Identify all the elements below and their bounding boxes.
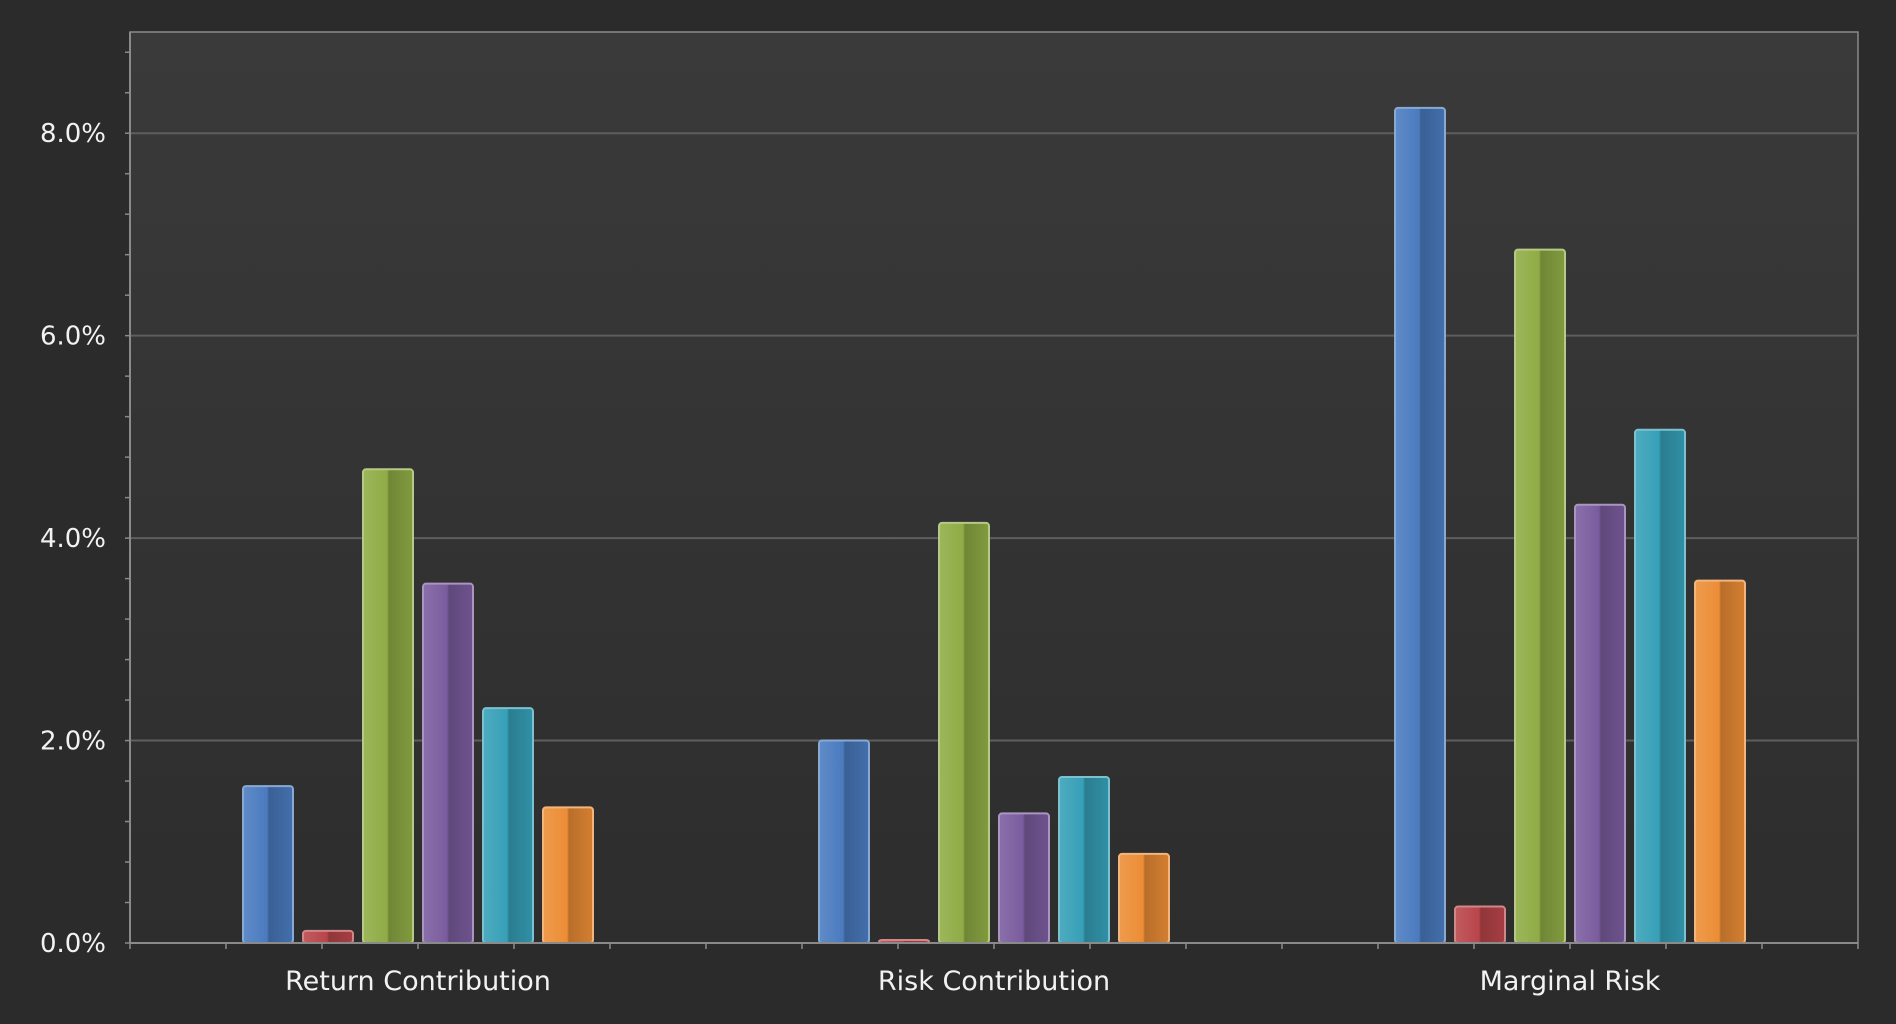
bar[interactable] <box>1118 852 1170 944</box>
y-tick-label: 4.0% <box>40 524 106 554</box>
bar[interactable] <box>1634 428 1686 944</box>
bar[interactable] <box>938 521 990 945</box>
y-tick-label: 6.0% <box>40 322 106 352</box>
x-tick-label: Risk Contribution <box>878 966 1110 997</box>
y-tick-label: 2.0% <box>40 727 106 757</box>
y-tick-label: 0.0% <box>40 929 106 959</box>
plot-area <box>129 31 1859 944</box>
gridlines <box>130 132 1858 742</box>
bar[interactable] <box>1574 503 1626 944</box>
bar[interactable] <box>1394 106 1446 944</box>
bar[interactable] <box>362 468 414 944</box>
bar[interactable] <box>422 582 474 945</box>
x-tick-label: Marginal Risk <box>1480 966 1661 997</box>
bar[interactable] <box>1058 775 1110 944</box>
axes <box>129 32 1858 944</box>
bar[interactable] <box>482 707 534 944</box>
bar[interactable] <box>242 785 294 944</box>
x-tick-label: Return Contribution <box>285 966 551 997</box>
bar[interactable] <box>1694 579 1746 944</box>
bar[interactable] <box>542 806 594 945</box>
bar[interactable] <box>1514 248 1566 944</box>
x-tick-labels: Return Contribution Risk Contribution Marg… <box>285 966 1661 997</box>
bar[interactable] <box>1454 905 1506 944</box>
bar[interactable] <box>302 929 354 944</box>
y-tick-label: 8.0% <box>40 119 106 149</box>
y-tick-labels: 0.0% 2.0% 4.0% 6.0% 8.0% <box>40 119 106 959</box>
bar[interactable] <box>818 739 870 944</box>
bars <box>242 106 1746 945</box>
bar[interactable] <box>998 812 1050 944</box>
